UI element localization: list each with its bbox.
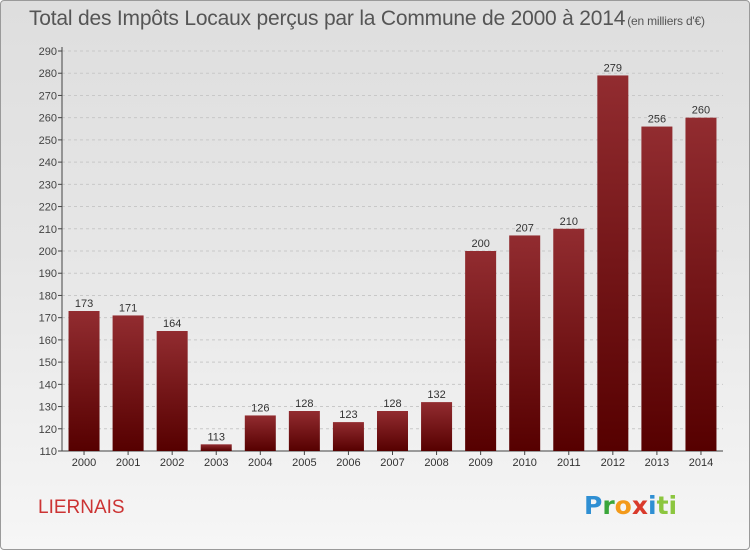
- logo-letter: ti: [656, 491, 678, 520]
- y-tick-label: 270: [39, 90, 57, 102]
- logo-letter: P: [584, 491, 603, 520]
- bar: [156, 331, 188, 451]
- bar: [553, 228, 585, 451]
- bar: [68, 311, 100, 451]
- data-label: 256: [648, 114, 666, 126]
- commune-name: LIERNAIS: [38, 497, 125, 518]
- y-tick-label: 120: [39, 424, 57, 436]
- data-label: 132: [427, 389, 445, 401]
- y-tick-label: 190: [39, 268, 57, 280]
- y-tick-label: 140: [39, 379, 57, 391]
- y-tick-label: 170: [39, 313, 57, 325]
- y-tick-label: 230: [39, 179, 57, 191]
- y-tick-label: 150: [39, 357, 57, 369]
- data-label: 200: [471, 238, 489, 250]
- y-tick-label: 130: [39, 402, 57, 414]
- data-label: 164: [163, 318, 181, 330]
- bar: [244, 415, 276, 451]
- y-tick-label: 210: [39, 224, 57, 236]
- data-label: 260: [692, 105, 710, 117]
- bar: [465, 251, 497, 451]
- logo-letter: o: [614, 491, 632, 520]
- y-tick-label: 290: [39, 46, 57, 58]
- y-tick-label: 110: [39, 446, 57, 458]
- y-tick-label: 200: [39, 246, 57, 258]
- chart-title-text: Total des Impôts Locaux perçus par la Co…: [29, 7, 626, 30]
- y-tick-label: 220: [39, 202, 57, 214]
- x-tick-label: 2006: [336, 457, 360, 469]
- data-label: 210: [560, 216, 578, 228]
- y-tick-label: 240: [39, 157, 57, 169]
- x-tick-label: 2014: [689, 457, 713, 469]
- bar: [421, 402, 453, 451]
- y-tick-label: 180: [39, 290, 57, 302]
- data-label: 171: [119, 302, 137, 314]
- x-tick-label: 2000: [72, 457, 96, 469]
- y-tick-label: 250: [39, 135, 57, 147]
- bar: [377, 411, 408, 451]
- data-label: 128: [383, 398, 401, 410]
- x-tick-label: 2001: [116, 457, 140, 469]
- data-label: 123: [339, 409, 357, 421]
- x-tick-label: 2005: [292, 457, 316, 469]
- data-label: 279: [604, 62, 622, 74]
- x-tick-label: 2008: [424, 457, 448, 469]
- chart-title: Total des Impôts Locaux perçus par la Co…: [29, 7, 705, 31]
- y-tick-label: 280: [39, 68, 57, 80]
- data-label: 128: [295, 398, 313, 410]
- x-tick-label: 2009: [468, 457, 492, 469]
- bar: [641, 126, 673, 452]
- x-tick-label: 2002: [160, 457, 184, 469]
- x-tick-label: 2004: [248, 457, 272, 469]
- bar: [200, 444, 232, 451]
- data-label: 207: [516, 222, 534, 234]
- proxiti-logo[interactable]: Proxiti: [584, 491, 677, 520]
- y-tick-label: 160: [39, 335, 57, 347]
- x-tick-label: 2010: [512, 457, 536, 469]
- x-tick-label: 2013: [645, 457, 669, 469]
- data-label: 173: [75, 298, 93, 310]
- bar: [685, 117, 717, 452]
- bar: [112, 315, 144, 451]
- bar: [597, 75, 629, 451]
- logo-letter: i: [648, 491, 657, 520]
- logo-letter: r: [602, 491, 615, 520]
- x-tick-label: 2003: [204, 457, 228, 469]
- data-label: 126: [251, 402, 269, 414]
- x-tick-label: 2012: [601, 457, 625, 469]
- data-label: 113: [207, 431, 225, 443]
- logo-letter: x: [631, 491, 648, 520]
- y-tick-label: 260: [39, 113, 57, 125]
- bar: [332, 422, 364, 451]
- x-tick-label: 2007: [380, 457, 404, 469]
- chart-unit: (en milliers d'€): [627, 14, 705, 28]
- x-tick-label: 2011: [557, 457, 581, 469]
- bar: [288, 411, 320, 451]
- bar: [509, 235, 541, 451]
